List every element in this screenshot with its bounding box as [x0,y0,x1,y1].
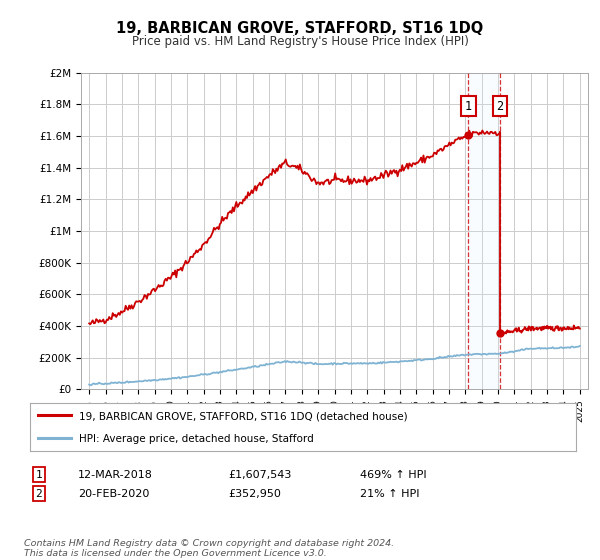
Text: £352,950: £352,950 [228,489,281,499]
Text: 20-FEB-2020: 20-FEB-2020 [78,489,149,499]
Text: 19, BARBICAN GROVE, STAFFORD, ST16 1DQ (detached house): 19, BARBICAN GROVE, STAFFORD, ST16 1DQ (… [79,411,408,421]
Text: 19, BARBICAN GROVE, STAFFORD, ST16 1DQ: 19, BARBICAN GROVE, STAFFORD, ST16 1DQ [116,21,484,36]
Text: Contains HM Land Registry data © Crown copyright and database right 2024.
This d: Contains HM Land Registry data © Crown c… [24,539,394,558]
Text: 2: 2 [496,100,503,113]
Text: 21% ↑ HPI: 21% ↑ HPI [360,489,419,499]
Text: Price paid vs. HM Land Registry's House Price Index (HPI): Price paid vs. HM Land Registry's House … [131,35,469,48]
Text: 1: 1 [465,100,472,113]
Text: 2: 2 [35,489,43,499]
Text: HPI: Average price, detached house, Stafford: HPI: Average price, detached house, Staf… [79,434,314,444]
Text: 469% ↑ HPI: 469% ↑ HPI [360,470,427,480]
Text: 1: 1 [35,470,43,480]
Text: £1,607,543: £1,607,543 [228,470,292,480]
Text: 12-MAR-2018: 12-MAR-2018 [78,470,153,480]
Bar [469,73,500,389]
